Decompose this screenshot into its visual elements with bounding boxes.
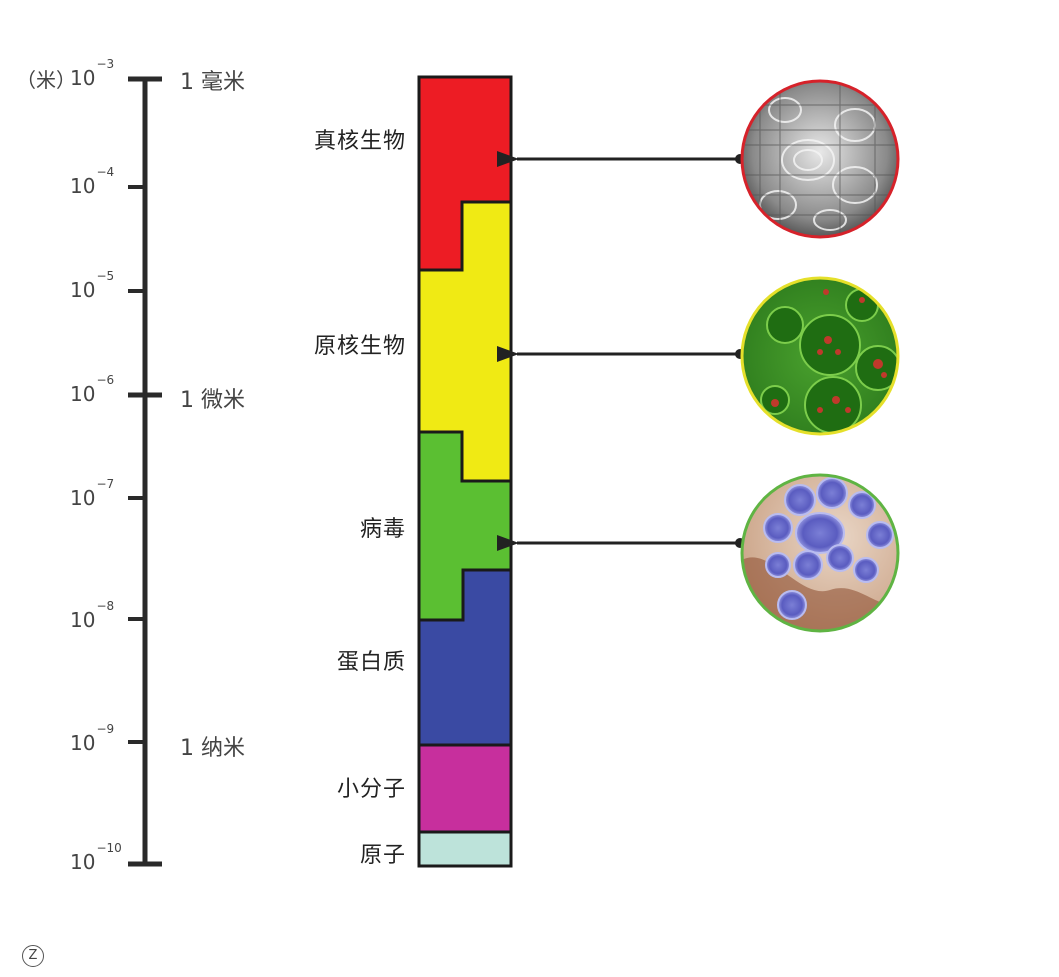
tick-label-1e-6: 10−6 [70, 382, 114, 406]
scale-axis [128, 77, 162, 866]
tick-label-1e-9: 10−9 [70, 731, 114, 755]
unit-millimeter: 1 毫米 [180, 64, 245, 96]
tick-label-1e-5: 10−5 [70, 278, 114, 302]
arrows [517, 154, 745, 548]
category-protein: 蛋白质 [296, 644, 406, 676]
size-bar [419, 77, 511, 866]
bar-small-molecule [419, 745, 511, 832]
virus-micrograph [740, 473, 900, 633]
tick-label-1e-10: 10−10 [70, 850, 122, 874]
tick-label-1e-8: 10−8 [70, 608, 114, 632]
tick-label-1e-4: 10−4 [70, 174, 114, 198]
tick-label-1e-7: 10−7 [70, 486, 114, 510]
prokaryote-micrograph [740, 276, 900, 436]
category-prokaryote: 原核生物 [296, 328, 406, 360]
category-small-molecule: 小分子 [296, 771, 406, 803]
eukaryote-micrograph [740, 80, 900, 240]
unit-nanometer: 1 纳米 [180, 730, 245, 762]
footer-mark: Z [22, 945, 44, 967]
unit-micrometer: 1 微米 [180, 382, 245, 414]
category-virus: 病毒 [296, 511, 406, 543]
tick-label-1e-3: 10−3 [70, 66, 114, 90]
category-atom: 原子 [296, 837, 406, 869]
bar-atom [419, 832, 511, 866]
category-eukaryote: 真核生物 [296, 123, 406, 155]
unit-label: （米） [16, 64, 76, 93]
